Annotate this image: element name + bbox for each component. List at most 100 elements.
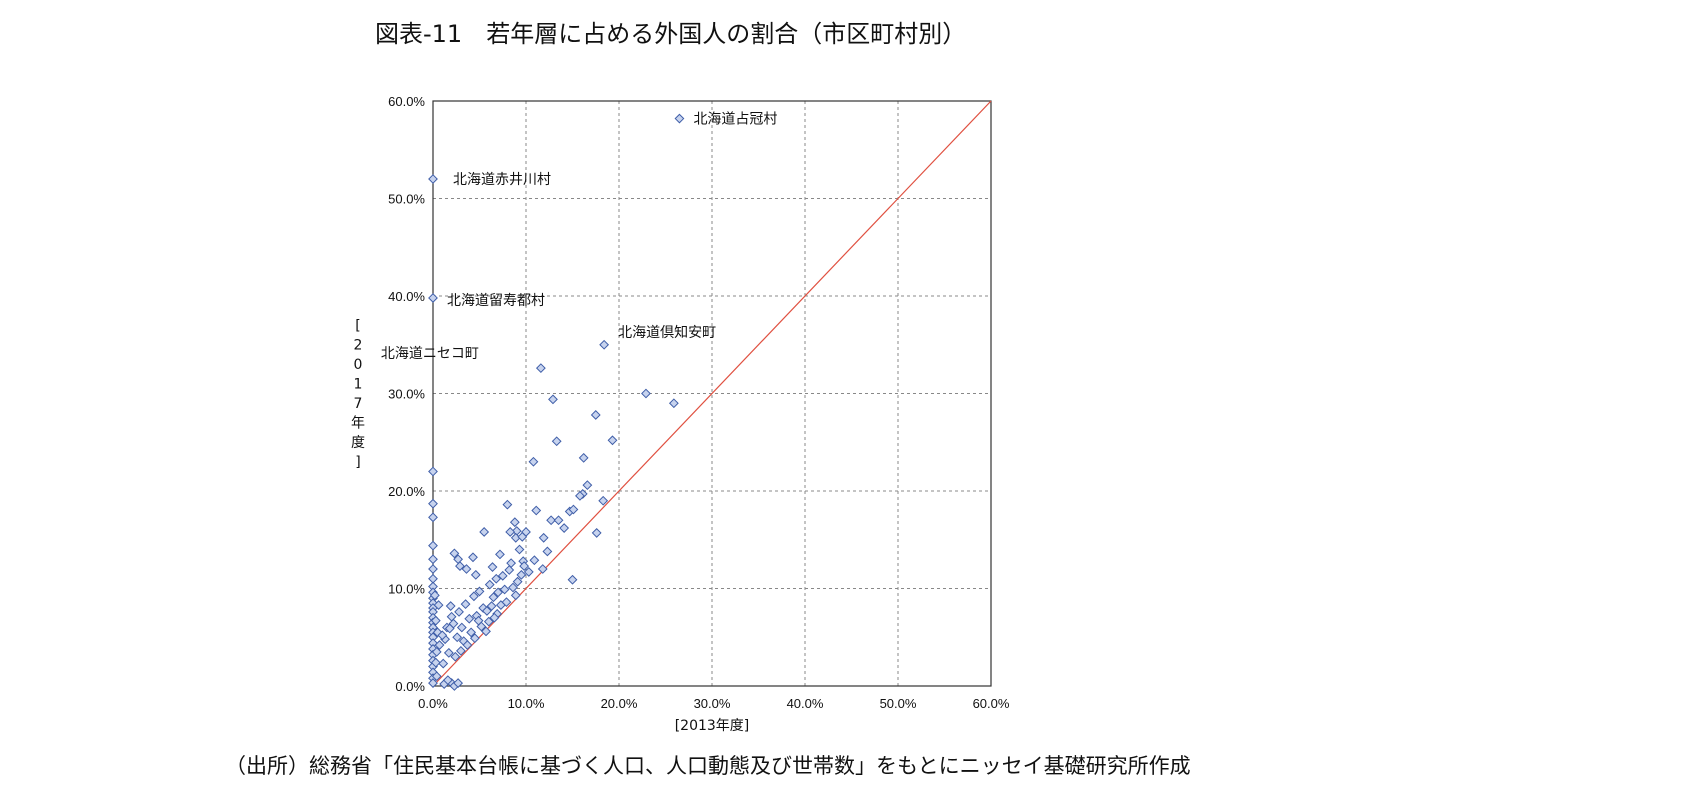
data-point [538, 532, 549, 543]
data-point [607, 435, 618, 446]
data-point [462, 640, 473, 650]
annotation-label: 北海道赤井川村 [453, 172, 551, 188]
data-point [529, 555, 540, 566]
data-point [668, 398, 679, 409]
data-point [504, 565, 515, 575]
y-axis-title-char: [ [355, 318, 360, 334]
data-point [468, 552, 478, 563]
data-point [501, 597, 512, 608]
data-point [551, 436, 562, 447]
data-point [582, 480, 593, 491]
data-point [474, 586, 485, 597]
y-axis-title-char: 年 [351, 416, 365, 432]
data-point [461, 564, 472, 574]
data-point [452, 632, 463, 643]
y-axis-title-char: ] [355, 455, 360, 471]
data-point [431, 646, 442, 657]
data-point [428, 466, 438, 477]
y-tick-label: 60.0% [388, 94, 425, 109]
data-point [575, 490, 585, 501]
data-point [428, 293, 438, 303]
y-tick-label: 20.0% [388, 484, 425, 499]
data-point [542, 546, 553, 557]
data-point [519, 561, 530, 571]
plot-area-frame [432, 100, 992, 687]
data-point [466, 627, 477, 638]
data-point [434, 640, 445, 650]
data-point [505, 527, 516, 537]
data-point [482, 606, 492, 616]
data-point [428, 540, 438, 551]
data-point [598, 495, 609, 506]
data-point [470, 569, 481, 580]
data-point [514, 544, 525, 555]
y-tick-label: 10.0% [388, 582, 425, 597]
y-axis-title-char: 1 [354, 377, 363, 393]
data-point [591, 528, 602, 538]
annotation-label: 北海道ニセコ町 [381, 346, 479, 362]
data-point [499, 584, 510, 595]
data-point [431, 671, 442, 682]
data-point [553, 515, 564, 526]
data-point [455, 645, 466, 656]
annotation-label: 北海道占冠村 [693, 112, 777, 128]
data-point [454, 606, 464, 617]
data-point [483, 616, 494, 627]
data-point [438, 658, 449, 669]
data-point [430, 657, 441, 668]
x-tick-label: 0.0% [418, 696, 448, 711]
data-point [428, 564, 438, 574]
data-point [508, 582, 518, 593]
source-note: （出所）総務省「住民基本台帳に基づく人口、人口動態及び世帯数」をもとにニッセイ基… [225, 754, 1191, 778]
data-point [502, 499, 513, 510]
data-point [428, 512, 438, 523]
x-tick-label: 10.0% [508, 696, 545, 711]
data-point [510, 590, 521, 601]
x-tick-label: 60.0% [973, 696, 1010, 711]
data-point [568, 504, 579, 515]
data-point [437, 630, 448, 641]
y-axis-title: [2 0 1 7 年度] [351, 318, 365, 471]
data-point [512, 576, 523, 587]
data-point [428, 554, 438, 565]
y-axis-title-char: 度 [351, 435, 365, 451]
data-point [537, 564, 548, 574]
data-point [486, 601, 497, 611]
axis-ticks: 0.0% 10.0% 20.0% 30.0% 40.0% 50.0% 60.0% 0.0% 10… [388, 94, 1010, 711]
data-point [484, 579, 495, 590]
y-tick-label: 50.0% [388, 192, 425, 207]
data-point [444, 623, 455, 634]
data-point [590, 410, 601, 420]
scatter-chart: 0.0% 10.0% 20.0% 30.0% 40.0% 50.0% 60.0%0.0%10… [351, 94, 1010, 734]
data-point [523, 567, 534, 577]
data-point [509, 517, 520, 528]
data-point [445, 601, 456, 611]
data-point [428, 174, 438, 184]
data-point [495, 549, 505, 560]
data-point [442, 675, 453, 686]
data-point [517, 531, 528, 542]
data-point [449, 548, 460, 559]
x-tick-label: 50.0% [880, 696, 917, 711]
y-axis-title-char: 0 [354, 357, 363, 373]
data-point [428, 498, 438, 509]
data-point [487, 562, 498, 572]
data-point [531, 505, 542, 516]
annotation-label: 北海道倶知安町 [618, 324, 716, 341]
data-point [535, 363, 546, 374]
data-point [548, 394, 558, 405]
y-tick-label: 30.0% [388, 387, 425, 402]
data-point [473, 615, 484, 626]
data-point [429, 590, 440, 601]
reference-line-layer [432, 100, 992, 687]
data-point [506, 558, 517, 569]
data-point [481, 626, 491, 637]
data-point [578, 452, 589, 463]
data-point [456, 622, 467, 633]
data-point [479, 527, 490, 537]
data-point [488, 592, 499, 603]
y-tick-label: 0.0% [395, 679, 425, 694]
data-point [430, 615, 441, 626]
data-point [489, 612, 500, 623]
